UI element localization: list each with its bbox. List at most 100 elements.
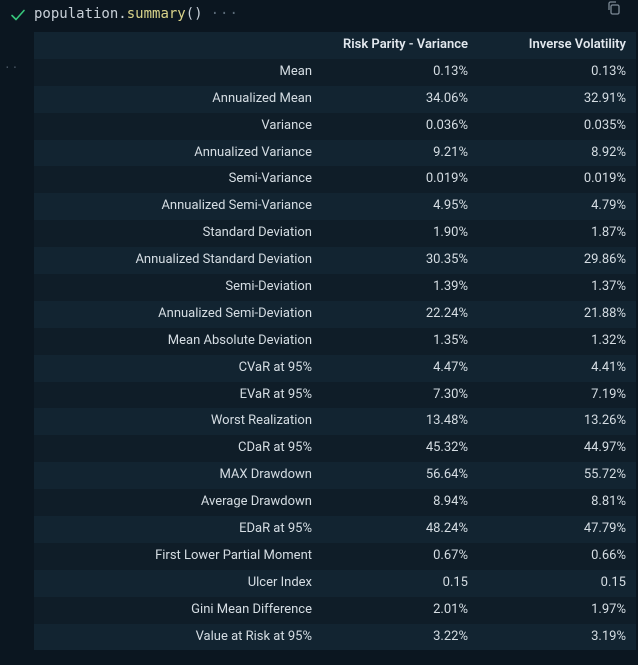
table-row: Mean0.13%0.13% bbox=[34, 59, 636, 86]
table-row: Standard Deviation1.90%1.87% bbox=[34, 220, 636, 247]
row-label: Annualized Semi-Variance bbox=[34, 193, 320, 220]
cell-value: 0.036% bbox=[320, 113, 478, 140]
cell-value: 13.26% bbox=[478, 408, 636, 435]
cell-value: 9.21% bbox=[320, 140, 478, 167]
row-label: MAX Drawdown bbox=[34, 462, 320, 489]
cell-value: 4.95% bbox=[320, 193, 478, 220]
cell-value: 3.19% bbox=[478, 624, 636, 651]
table-row: Annualized Standard Deviation30.35%29.86… bbox=[34, 247, 636, 274]
ellipsis-icon[interactable]: ··· bbox=[211, 6, 239, 22]
table-row: CVaR at 95%4.47%4.41% bbox=[34, 355, 636, 382]
cell-value: 0.035% bbox=[478, 113, 636, 140]
table-row: Worst Realization13.48%13.26% bbox=[34, 408, 636, 435]
table-row: Variance0.036%0.035% bbox=[34, 113, 636, 140]
row-label: Annualized Standard Deviation bbox=[34, 247, 320, 274]
col-header-blank bbox=[34, 32, 320, 59]
cell-value: 8.81% bbox=[478, 489, 636, 516]
cell-value: 1.97% bbox=[478, 597, 636, 624]
table-row: Ulcer Index0.150.15 bbox=[34, 570, 636, 597]
cell-value: 32.91% bbox=[478, 86, 636, 113]
table-row: CDaR at 95%45.32%44.97% bbox=[34, 435, 636, 462]
row-label: Ulcer Index bbox=[34, 570, 320, 597]
table-row: EDaR at 95%48.24%47.79% bbox=[34, 516, 636, 543]
cell-value: 34.06% bbox=[320, 86, 478, 113]
cell-value: 44.97% bbox=[478, 435, 636, 462]
cell-value: 4.41% bbox=[478, 355, 636, 382]
table-row: Annualized Semi-Deviation22.24%21.88% bbox=[34, 301, 636, 328]
row-label: Annualized Variance bbox=[34, 140, 320, 167]
cell-value: 1.39% bbox=[320, 274, 478, 301]
cell-header: population.summary() ··· bbox=[0, 0, 638, 32]
row-label: Semi-Variance bbox=[34, 166, 320, 193]
table-row: First Lower Partial Moment0.67%0.66% bbox=[34, 543, 636, 570]
table-row: Annualized Mean34.06%32.91% bbox=[34, 86, 636, 113]
table-row: Annualized Semi-Variance4.95%4.79% bbox=[34, 193, 636, 220]
cell-value: 55.72% bbox=[478, 462, 636, 489]
code-fn: summary bbox=[127, 6, 186, 22]
cell-value: 3.22% bbox=[320, 624, 478, 651]
summary-table: Risk Parity - Variance Inverse Volatilit… bbox=[34, 32, 636, 650]
code-object: population bbox=[34, 6, 118, 22]
cell-value: 0.15 bbox=[478, 570, 636, 597]
row-label: Worst Realization bbox=[34, 408, 320, 435]
cell-value: 1.35% bbox=[320, 328, 478, 355]
cell-value: 0.13% bbox=[320, 59, 478, 86]
table-body: Mean0.13%0.13%Annualized Mean34.06%32.91… bbox=[34, 59, 636, 651]
output-table-wrap: Risk Parity - Variance Inverse Volatilit… bbox=[0, 32, 638, 650]
table-row: Mean Absolute Deviation1.35%1.32% bbox=[34, 328, 636, 355]
row-label: Standard Deviation bbox=[34, 220, 320, 247]
row-label: Mean bbox=[34, 59, 320, 86]
row-label: EVaR at 95% bbox=[34, 382, 320, 409]
table-row: EVaR at 95%7.30%7.19% bbox=[34, 382, 636, 409]
cell-value: 0.019% bbox=[320, 166, 478, 193]
row-label: First Lower Partial Moment bbox=[34, 543, 320, 570]
copy-icon[interactable] bbox=[606, 0, 622, 20]
row-label: Gini Mean Difference bbox=[34, 597, 320, 624]
cell-value: 7.19% bbox=[478, 382, 636, 409]
table-row: Average Drawdown8.94%8.81% bbox=[34, 489, 636, 516]
cell-value: 1.87% bbox=[478, 220, 636, 247]
code-dot: . bbox=[118, 6, 126, 22]
cell-value: 47.79% bbox=[478, 516, 636, 543]
code-parens: () bbox=[186, 6, 203, 22]
table-row: Semi-Variance0.019%0.019% bbox=[34, 166, 636, 193]
cell-value: 21.88% bbox=[478, 301, 636, 328]
cell-value: 2.01% bbox=[320, 597, 478, 624]
row-label: EDaR at 95% bbox=[34, 516, 320, 543]
table-row: Semi-Deviation1.39%1.37% bbox=[34, 274, 636, 301]
cell-value: 48.24% bbox=[320, 516, 478, 543]
cell-value: 0.13% bbox=[478, 59, 636, 86]
col-header-risk-parity: Risk Parity - Variance bbox=[320, 32, 478, 59]
cell-value: 22.24% bbox=[320, 301, 478, 328]
gutter-marker: .. bbox=[4, 58, 19, 71]
cell-value: 0.019% bbox=[478, 166, 636, 193]
cell-value: 0.66% bbox=[478, 543, 636, 570]
cell-value: 1.90% bbox=[320, 220, 478, 247]
cell-value: 4.79% bbox=[478, 193, 636, 220]
row-label: Average Drawdown bbox=[34, 489, 320, 516]
table-row: MAX Drawdown56.64%55.72% bbox=[34, 462, 636, 489]
code-text: population.summary() bbox=[34, 6, 203, 22]
row-label: CVaR at 95% bbox=[34, 355, 320, 382]
cell-value: 1.32% bbox=[478, 328, 636, 355]
row-label: Variance bbox=[34, 113, 320, 140]
check-icon bbox=[10, 7, 26, 23]
table-row: Annualized Variance9.21%8.92% bbox=[34, 140, 636, 167]
cell-value: 1.37% bbox=[478, 274, 636, 301]
cell-value: 29.86% bbox=[478, 247, 636, 274]
row-label: Annualized Semi-Deviation bbox=[34, 301, 320, 328]
cell-value: 30.35% bbox=[320, 247, 478, 274]
table-row: Value at Risk at 95%3.22%3.19% bbox=[34, 624, 636, 651]
row-label: Semi-Deviation bbox=[34, 274, 320, 301]
cell-value: 4.47% bbox=[320, 355, 478, 382]
cell-value: 7.30% bbox=[320, 382, 478, 409]
row-label: Annualized Mean bbox=[34, 86, 320, 113]
cell-value: 0.15 bbox=[320, 570, 478, 597]
cell-value: 56.64% bbox=[320, 462, 478, 489]
cell-value: 13.48% bbox=[320, 408, 478, 435]
cell-value: 0.67% bbox=[320, 543, 478, 570]
table-row: Gini Mean Difference2.01%1.97% bbox=[34, 597, 636, 624]
cell-value: 45.32% bbox=[320, 435, 478, 462]
row-label: Mean Absolute Deviation bbox=[34, 328, 320, 355]
col-header-inverse-vol: Inverse Volatility bbox=[478, 32, 636, 59]
